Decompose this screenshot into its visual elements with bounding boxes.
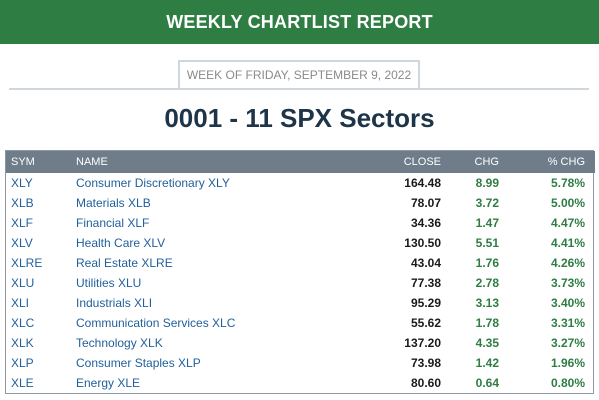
change-value: 2.78 bbox=[475, 276, 499, 290]
table-row[interactable]: XLK Technology XLK 137.20 4.35 3.27% bbox=[6, 333, 595, 353]
close-value: 55.62 bbox=[410, 316, 441, 330]
table-row[interactable]: XLB Materials XLB 78.07 3.72 5.00% bbox=[6, 193, 595, 213]
table-row[interactable]: XLU Utilities XLU 77.38 2.78 3.73% bbox=[6, 273, 595, 293]
close-value: 164.48 bbox=[404, 176, 441, 190]
name-link[interactable]: Communication Services XLC bbox=[76, 316, 236, 330]
symbol-link[interactable]: XLI bbox=[11, 296, 30, 310]
pct-change-value: 4.47% bbox=[550, 216, 585, 230]
divider bbox=[9, 88, 589, 90]
pct-change-value: 3.31% bbox=[550, 316, 585, 330]
table-header-row: SYM NAME CLOSE CHG % CHG bbox=[6, 151, 595, 173]
pct-change-value: 3.27% bbox=[550, 336, 585, 350]
column-header-close[interactable]: CLOSE bbox=[403, 156, 441, 168]
pct-change-value: 4.41% bbox=[550, 236, 585, 250]
name-link[interactable]: Materials XLB bbox=[76, 196, 151, 210]
sector-table: SYM NAME CLOSE CHG % CHG XLY Consumer Dis… bbox=[5, 150, 595, 394]
close-value: 80.60 bbox=[410, 376, 441, 390]
symbol-link[interactable]: XLV bbox=[11, 236, 33, 250]
close-value: 137.20 bbox=[404, 336, 441, 350]
change-value: 8.99 bbox=[475, 176, 499, 190]
close-value: 43.04 bbox=[410, 256, 441, 270]
close-value: 95.29 bbox=[410, 296, 441, 310]
pct-change-value: 5.78% bbox=[550, 176, 585, 190]
table-row[interactable]: XLV Health Care XLV 130.50 5.51 4.41% bbox=[6, 233, 595, 253]
close-value: 130.50 bbox=[404, 236, 441, 250]
name-link[interactable]: Consumer Discretionary XLY bbox=[76, 176, 230, 190]
table-row[interactable]: XLRE Real Estate XLRE 43.04 1.76 4.26% bbox=[6, 253, 595, 273]
name-link[interactable]: Health Care XLV bbox=[76, 236, 166, 250]
change-value: 4.35 bbox=[475, 336, 499, 350]
symbol-link[interactable]: XLK bbox=[11, 336, 34, 350]
report-header: WEEKLY CHARTLIST REPORT bbox=[0, 0, 599, 44]
name-link[interactable]: Technology XLK bbox=[76, 336, 163, 350]
close-value: 78.07 bbox=[410, 196, 441, 210]
table-row[interactable]: XLY Consumer Discretionary XLY 164.48 8.99 5… bbox=[6, 173, 595, 193]
pct-change-value: 3.73% bbox=[550, 276, 585, 290]
table-row[interactable]: XLP Consumer Staples XLP 73.98 1.42 1.96% bbox=[6, 353, 595, 373]
pct-change-value: 4.26% bbox=[550, 256, 585, 270]
close-value: 73.98 bbox=[410, 356, 441, 370]
change-value: 1.78 bbox=[475, 316, 499, 330]
symbol-link[interactable]: XLY bbox=[11, 176, 33, 190]
symbol-link[interactable]: XLF bbox=[11, 216, 34, 230]
week-label-box: WEEK OF FRIDAY, SEPTEMBER 9, 2022 bbox=[178, 60, 420, 88]
symbol-link[interactable]: XLP bbox=[11, 356, 34, 370]
name-link[interactable]: Utilities XLU bbox=[76, 276, 142, 290]
name-link[interactable]: Energy XLE bbox=[76, 376, 141, 390]
symbol-link[interactable]: XLE bbox=[11, 376, 34, 390]
change-value: 3.13 bbox=[475, 296, 499, 310]
column-header-name[interactable]: NAME bbox=[76, 156, 108, 168]
pct-change-value: 1.96% bbox=[550, 356, 585, 370]
name-link[interactable]: Consumer Staples XLP bbox=[76, 356, 201, 370]
column-header-chg[interactable]: CHG bbox=[474, 156, 499, 168]
symbol-link[interactable]: XLRE bbox=[11, 256, 43, 270]
change-value: 0.64 bbox=[475, 376, 499, 390]
pct-change-value: 0.80% bbox=[550, 376, 585, 390]
table-row[interactable]: XLE Energy XLE 80.60 0.64 0.80% bbox=[6, 373, 595, 393]
name-link[interactable]: Real Estate XLRE bbox=[76, 256, 173, 270]
change-value: 1.47 bbox=[475, 216, 499, 230]
symbol-link[interactable]: XLU bbox=[11, 276, 35, 290]
column-header-pct-chg[interactable]: % CHG bbox=[547, 156, 585, 168]
change-value: 5.51 bbox=[475, 236, 499, 250]
page-title: 0001 - 11 SPX Sectors bbox=[164, 102, 435, 133]
change-value: 1.42 bbox=[475, 356, 499, 370]
week-label: WEEK OF FRIDAY, SEPTEMBER 9, 2022 bbox=[186, 68, 412, 82]
table-row[interactable]: XLF Financial XLF 34.36 1.47 4.47% bbox=[6, 213, 595, 233]
name-link[interactable]: Industrials XLI bbox=[76, 296, 153, 310]
pct-change-value: 5.00% bbox=[550, 196, 585, 210]
column-header-sym[interactable]: SYM bbox=[11, 156, 35, 168]
close-value: 34.36 bbox=[410, 216, 441, 230]
symbol-link[interactable]: XLC bbox=[11, 316, 35, 330]
pct-change-value: 3.40% bbox=[550, 296, 585, 310]
close-value: 77.38 bbox=[410, 276, 441, 290]
table-row[interactable]: XLC Communication Services XLC 55.62 1.78 3.… bbox=[6, 313, 595, 333]
change-value: 1.76 bbox=[475, 256, 499, 270]
symbol-link[interactable]: XLB bbox=[11, 196, 34, 210]
name-link[interactable]: Financial XLF bbox=[76, 216, 150, 230]
change-value: 3.72 bbox=[475, 196, 499, 210]
report-title: WEEKLY CHARTLIST REPORT bbox=[166, 11, 433, 32]
table-row[interactable]: XLI Industrials XLI 95.29 3.13 3.40% bbox=[6, 293, 595, 313]
